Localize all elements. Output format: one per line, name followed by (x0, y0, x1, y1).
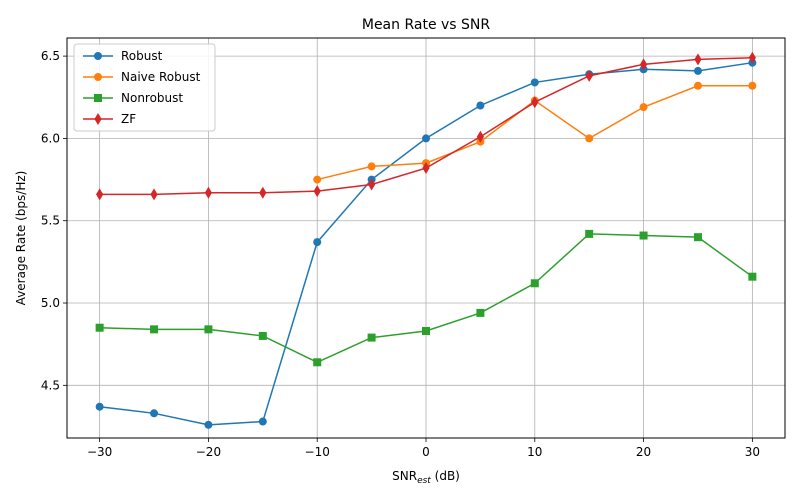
legend-marker-naive-robust (94, 73, 102, 81)
legend: Robust Naive Robust Nonrobust ZF (74, 44, 215, 131)
x-tick-label: 10 (527, 445, 542, 459)
chart-title: Mean Rate vs SNR (362, 17, 491, 33)
data-point-robust (313, 238, 321, 246)
data-point-nonrobust (640, 232, 648, 240)
data-point-naive-robust (313, 176, 321, 184)
x-axis-label-main: SNR (392, 469, 417, 483)
x-tick-label: 30 (745, 445, 760, 459)
data-point-nonrobust (476, 309, 484, 317)
data-point-robust (259, 418, 267, 426)
legend-label-zf: ZF (121, 112, 136, 126)
legend-marker-robust (94, 52, 102, 60)
x-axis-label-unit: (dB) (431, 469, 460, 483)
y-tick-label: 4.5 (41, 378, 60, 392)
y-tick-label: 6.5 (41, 49, 60, 63)
y-axis-label: Average Rate (bps/Hz) (14, 171, 28, 306)
legend-label-naive-robust: Naive Robust (121, 70, 201, 84)
legend-label-robust: Robust (121, 49, 163, 63)
y-tick-label: 5.5 (41, 214, 60, 228)
data-point-robust (422, 134, 430, 142)
data-point-robust (531, 78, 539, 86)
data-point-nonrobust (150, 325, 158, 333)
x-tick-label: −20 (196, 445, 221, 459)
x-tick-label: 20 (636, 445, 651, 459)
x-tick-label: 0 (422, 445, 430, 459)
legend-label-nonrobust: Nonrobust (121, 91, 183, 105)
data-point-naive-robust (694, 82, 702, 90)
x-tick-label: −10 (305, 445, 330, 459)
data-point-nonrobust (585, 230, 593, 238)
data-point-nonrobust (368, 334, 376, 342)
data-point-nonrobust (531, 279, 539, 287)
x-tick-label: −30 (87, 445, 112, 459)
data-point-robust (96, 403, 104, 411)
data-point-nonrobust (694, 233, 702, 241)
y-tick-label: 6.0 (41, 131, 60, 145)
x-axis-label-subscript: est (417, 476, 431, 486)
data-point-naive-robust (640, 103, 648, 111)
data-point-nonrobust (259, 332, 267, 340)
data-point-robust (150, 409, 158, 417)
data-point-nonrobust (313, 358, 321, 366)
data-point-robust (476, 101, 484, 109)
data-point-naive-robust (368, 162, 376, 170)
y-tick-label: 5.0 (41, 296, 60, 310)
data-point-nonrobust (96, 324, 104, 332)
data-point-naive-robust (748, 82, 756, 90)
data-point-nonrobust (422, 327, 430, 335)
data-point-nonrobust (748, 273, 756, 281)
data-point-naive-robust (585, 134, 593, 142)
data-point-nonrobust (204, 325, 212, 333)
data-point-robust (204, 421, 212, 429)
legend-marker-nonrobust (94, 94, 102, 102)
data-point-robust (694, 67, 702, 75)
